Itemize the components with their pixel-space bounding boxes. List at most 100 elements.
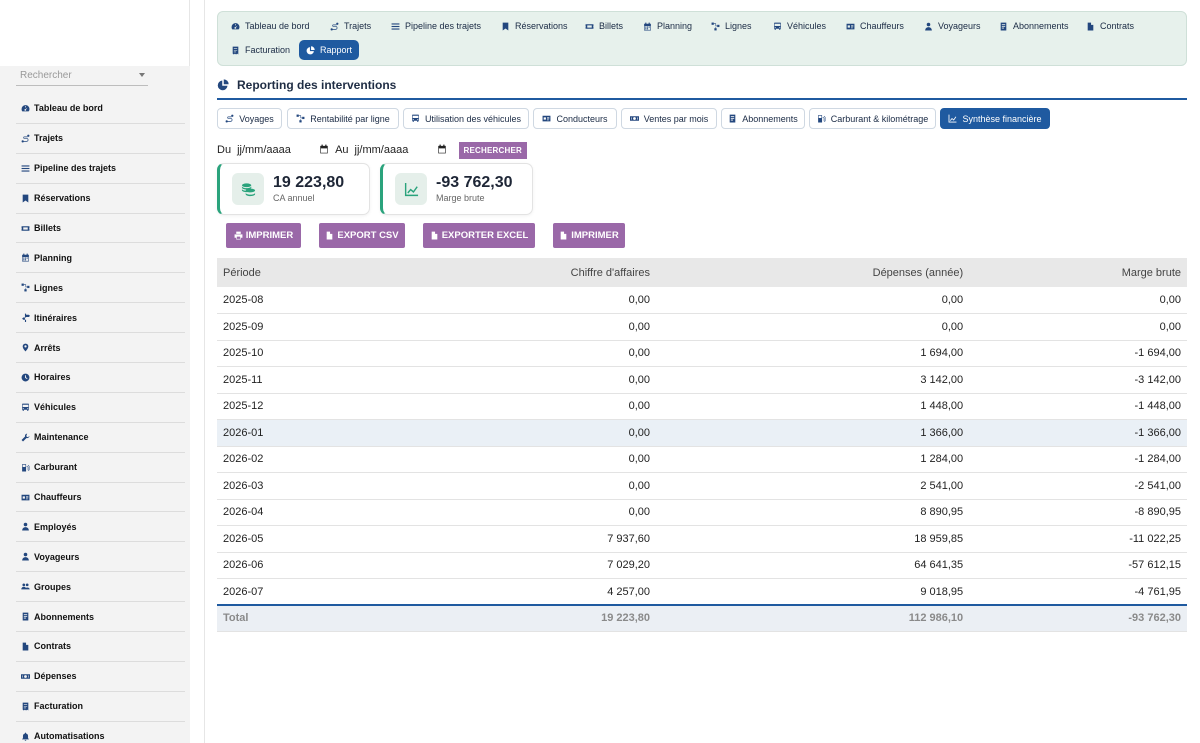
report-tab-utilisation-des-vehicules[interactable]: Utilisation des véhicules bbox=[403, 108, 529, 129]
nav-tab-chauffeurs[interactable]: Chauffeurs bbox=[839, 16, 911, 36]
table-row: 2025-12 0,00 1 448,00 -1 448,00 bbox=[217, 393, 1187, 420]
table-row: 2025-10 0,00 1 694,00 -1 694,00 bbox=[217, 340, 1187, 367]
sidebar-item-facturation[interactable]: Facturation bbox=[16, 692, 185, 722]
print-pdf-button[interactable]: IMPRIMER bbox=[553, 223, 625, 248]
table-cell: 2026-07 bbox=[217, 578, 377, 606]
table-row: 2026-02 0,00 1 284,00 -1 284,00 bbox=[217, 446, 1187, 473]
table-cell: 2026-06 bbox=[217, 552, 377, 579]
nav-tab-abonnements[interactable]: Abonnements bbox=[992, 16, 1076, 36]
sidebar-item-groupes[interactable]: Groupes bbox=[16, 572, 185, 603]
report-tab-ventes-par-mois[interactable]: Ventes par mois bbox=[621, 108, 717, 129]
sidebar-search-select[interactable]: Rechercher bbox=[16, 68, 148, 86]
sidebar-item-contrats[interactable]: Contrats bbox=[16, 632, 185, 662]
table-cell: 2025-10 bbox=[217, 340, 377, 367]
report-tab-carburant-kilometrage[interactable]: Carburant & kilométrage bbox=[809, 108, 936, 129]
report-tab-label: Utilisation des véhicules bbox=[424, 113, 522, 124]
file-icon bbox=[19, 642, 31, 651]
nav-tab-label: Billets bbox=[599, 21, 624, 31]
fuel-icon bbox=[817, 114, 826, 123]
sidebar-item-maintenance[interactable]: Maintenance bbox=[16, 423, 185, 453]
table-cell: 0,00 bbox=[376, 366, 657, 394]
nav-tab-vehicules[interactable]: Véhicules bbox=[766, 16, 833, 36]
print-pdf-label: IMPRIMER bbox=[571, 230, 619, 241]
nav-tab-reservations[interactable]: Réservations bbox=[494, 16, 575, 36]
table-row: 2025-09 0,00 0,00 0,00 bbox=[217, 313, 1187, 341]
sidebar-item-label: Planning bbox=[34, 252, 72, 263]
sidebar-item-automatisations[interactable]: Automatisations bbox=[16, 722, 185, 743]
nav-tab-trajets[interactable]: Trajets bbox=[323, 16, 378, 36]
table-cell: 64 641,35 bbox=[656, 552, 970, 579]
sidebar-item-trajets[interactable]: Trajets bbox=[16, 124, 185, 154]
table-row: 2026-03 0,00 2 541,00 -2 541,00 bbox=[217, 472, 1187, 500]
sidebar-item-depenses[interactable]: Dépenses bbox=[16, 662, 185, 692]
sidebar-item-label: Arrêts bbox=[34, 342, 61, 353]
to-date-input[interactable]: jj/mm/aaaa bbox=[355, 144, 447, 157]
sidebar-item-chauffeurs[interactable]: Chauffeurs bbox=[16, 483, 185, 513]
export-excel-label: EXPORTER EXCEL bbox=[441, 230, 529, 241]
list-icon bbox=[19, 164, 31, 173]
from-date-input[interactable]: jj/mm/aaaa bbox=[237, 144, 329, 157]
financial-summary-table: Période Chiffre d'affaires Dépenses (ann… bbox=[217, 258, 1187, 632]
sidebar-item-carburant[interactable]: Carburant bbox=[16, 453, 185, 483]
sidebar-item-arrets[interactable]: Arrêts bbox=[16, 333, 185, 364]
search-button[interactable]: RECHERCHER bbox=[458, 141, 527, 159]
sidebar-item-billets[interactable]: Billets bbox=[16, 214, 185, 244]
sidebar-item-voyageurs[interactable]: Voyageurs bbox=[16, 542, 185, 573]
sidebar-item-label: Chauffeurs bbox=[34, 492, 82, 503]
lines-icon bbox=[296, 114, 305, 123]
table-cell: -57 612,15 bbox=[969, 552, 1187, 579]
nav-tab-rapport[interactable]: Rapport bbox=[299, 40, 360, 60]
table-cell: 0,00 bbox=[376, 340, 657, 367]
table-cell: 1 366,00 bbox=[656, 419, 970, 447]
table-header-row: Période Chiffre d'affaires Dépenses (ann… bbox=[217, 258, 1187, 287]
table-cell: -11 022,25 bbox=[969, 525, 1187, 553]
report-tab-abonnements[interactable]: Abonnements bbox=[721, 108, 805, 129]
nav-tab-billets[interactable]: Billets bbox=[578, 16, 630, 36]
sidebar-item-label: Tableau de bord bbox=[34, 103, 103, 114]
report-tab-synthese-financiere[interactable]: Synthèse financière bbox=[940, 108, 1050, 129]
nav-tab-label: Contrats bbox=[1100, 21, 1135, 31]
table-cell: 0,00 bbox=[376, 419, 657, 447]
page-title: Reporting des interventions bbox=[237, 78, 397, 92]
bus-icon bbox=[19, 403, 31, 412]
table-cell: 2025-11 bbox=[217, 366, 377, 394]
table-cell: 1 694,00 bbox=[656, 340, 970, 367]
sidebar-item-abonnements[interactable]: Abonnements bbox=[16, 602, 185, 633]
print-button[interactable]: IMPRIMER bbox=[226, 223, 301, 248]
sidebar-header bbox=[0, 0, 190, 66]
column-header-margin: Marge brute bbox=[969, 258, 1187, 287]
sidebar-item-planning[interactable]: Planning bbox=[16, 243, 185, 274]
nav-tab-tableau-de-bord[interactable]: Tableau de bord bbox=[224, 16, 317, 36]
report-tab-conducteurs[interactable]: Conducteurs bbox=[533, 108, 617, 129]
report-tab-voyages[interactable]: Voyages bbox=[217, 108, 282, 129]
nav-tab-lignes[interactable]: Lignes bbox=[704, 16, 759, 36]
signpost-icon bbox=[19, 313, 31, 323]
nav-tab-pipeline-des-trajets[interactable]: Pipeline des trajets bbox=[384, 16, 488, 36]
nav-tab-facturation[interactable]: Facturation bbox=[224, 40, 297, 60]
table-cell: 8 890,95 bbox=[656, 499, 970, 526]
table-cell: 0,00 bbox=[656, 287, 970, 314]
nav-tab-voyageurs[interactable]: Voyageurs bbox=[917, 16, 988, 36]
list-icon bbox=[391, 22, 400, 31]
table-total-cell: 112 986,10 bbox=[656, 604, 970, 632]
calendar-icon[interactable] bbox=[437, 144, 447, 157]
export-csv-label: EXPORT CSV bbox=[337, 230, 399, 241]
sidebar-item-pipeline-des-trajets[interactable]: Pipeline des trajets bbox=[16, 154, 185, 184]
sidebar-item-vehicules[interactable]: Véhicules bbox=[16, 393, 185, 423]
table-cell: 3 142,00 bbox=[656, 366, 970, 394]
doc-icon bbox=[19, 612, 31, 621]
sidebar-item-label: Employés bbox=[34, 521, 77, 532]
sidebar-item-reservations[interactable]: Réservations bbox=[16, 184, 185, 214]
nav-tab-planning[interactable]: Planning bbox=[636, 16, 699, 36]
sidebar-item-tableau-de-bord[interactable]: Tableau de bord bbox=[16, 94, 185, 124]
report-tab-rentabilite-par-ligne[interactable]: Rentabilité par ligne bbox=[287, 108, 399, 129]
export-csv-button[interactable]: EXPORT CSV bbox=[319, 223, 405, 248]
sidebar-item-lignes[interactable]: Lignes bbox=[16, 273, 185, 304]
sidebar-item-horaires[interactable]: Horaires bbox=[16, 363, 185, 393]
calendar-icon[interactable] bbox=[319, 144, 329, 157]
to-label: Au bbox=[335, 144, 349, 156]
export-excel-button[interactable]: EXPORTER EXCEL bbox=[423, 223, 535, 248]
sidebar-item-employes[interactable]: Employés bbox=[16, 512, 185, 543]
sidebar-item-itineraires[interactable]: Itinéraires bbox=[16, 303, 185, 334]
nav-tab-contrats[interactable]: Contrats bbox=[1079, 16, 1141, 36]
